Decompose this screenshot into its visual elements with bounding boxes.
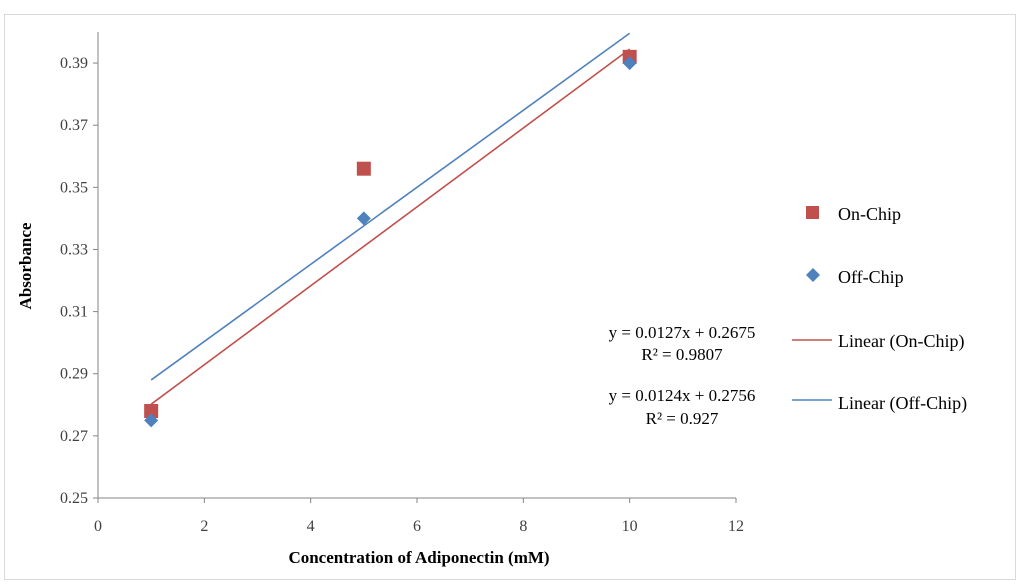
y-axis-title: Absorbance [16, 222, 35, 309]
r2-on-chip: R² = 0.9807 [641, 345, 723, 364]
point-off-chip [144, 413, 159, 428]
x-tick-label: 6 [413, 518, 421, 535]
x-axis-title: Concentration of Adiponectin (mM) [288, 548, 549, 567]
y-tick-label: 0.33 [60, 241, 88, 258]
y-tick-label: 0.39 [60, 55, 88, 72]
x-axis-ticks: 0 2 4 6 8 10 12 [94, 498, 744, 535]
y-tick-label: 0.31 [60, 304, 88, 321]
equation-off-chip: y = 0.0124x + 0.2756 [609, 386, 756, 405]
r2-off-chip: R² = 0.927 [646, 409, 719, 428]
y-tick-label: 0.35 [60, 179, 88, 196]
x-tick-label: 4 [307, 518, 315, 535]
chart-frame [4, 14, 1016, 580]
legend-label-on-chip: On-Chip [838, 204, 901, 224]
x-tick-label: 8 [519, 518, 527, 535]
x-tick-label: 12 [728, 518, 744, 535]
x-tick-label: 2 [200, 518, 208, 535]
trendlines [150, 32, 631, 405]
legend: On-Chip Off-Chip Linear (On-Chip) Linear… [792, 204, 967, 414]
point-on-chip [144, 404, 159, 419]
trendline-equations: y = 0.0127x + 0.2675 R² = 0.9807 y = 0.0… [609, 323, 756, 428]
y-tick-label: 0.27 [60, 428, 88, 445]
legend-label-linear-off-chip: Linear (Off-Chip) [838, 393, 967, 414]
y-axis-ticks: 0.25 0.27 0.29 0.31 0.33 0.35 0.37 0.39 [60, 55, 98, 507]
x-tick-label: 10 [622, 518, 638, 535]
legend-label-off-chip: Off-Chip [838, 267, 904, 287]
x-tick-label: 0 [94, 518, 102, 535]
y-tick-label: 0.25 [60, 490, 88, 507]
trendline-off-chip [150, 32, 631, 381]
legend-label-linear-on-chip: Linear (On-Chip) [838, 331, 964, 352]
point-off-chip [356, 211, 371, 226]
y-tick-label: 0.37 [60, 117, 88, 134]
y-tick-label: 0.29 [60, 366, 88, 383]
point-on-chip [356, 161, 371, 176]
equation-on-chip: y = 0.0127x + 0.2675 [609, 323, 756, 342]
trendline-on-chip [150, 48, 631, 405]
data-points [144, 49, 637, 428]
point-off-chip [622, 56, 637, 71]
legend-marker-off-chip [806, 268, 820, 282]
legend-marker-on-chip [806, 206, 819, 219]
